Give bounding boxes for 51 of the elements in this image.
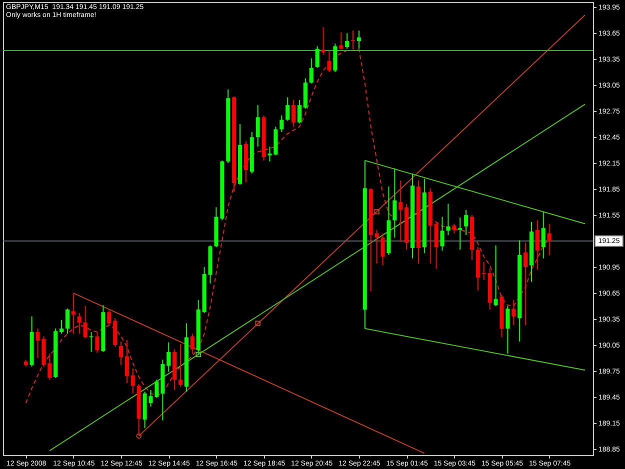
candlestick: [107, 310, 112, 326]
candlestick: [506, 306, 510, 354]
candlestick: [351, 30, 356, 50]
candlestick: [482, 261, 486, 281]
candlestick: [77, 312, 82, 334]
candlestick: [458, 217, 462, 250]
candlestick: [309, 58, 314, 84]
point: [196, 352, 201, 358]
candlestick: [190, 333, 194, 354]
candlestick: [321, 26, 326, 56]
candlestick: [524, 242, 528, 326]
candlestick: [268, 146, 272, 162]
candlestick: [71, 292, 76, 334]
candlestick: [380, 232, 385, 266]
candlestick: [374, 229, 379, 264]
candlestick: [119, 341, 124, 366]
point: [374, 208, 380, 214]
candlestick: [547, 223, 552, 256]
candlestick: [535, 220, 540, 270]
candlestick: [392, 168, 397, 238]
point: [255, 320, 260, 326]
candlestick: [48, 353, 52, 380]
candlestick: [440, 216, 444, 252]
candlestick: [345, 32, 350, 50]
line-series: [25, 49, 550, 404]
candlestick: [494, 244, 498, 307]
candlestick: [60, 319, 64, 334]
candlestick: [464, 209, 468, 236]
candlestick: [124, 339, 129, 384]
candlestick: [339, 32, 344, 50]
candlestick: [83, 306, 88, 339]
candlestick: [434, 222, 438, 270]
candlestick: [315, 46, 320, 68]
candlestick: [166, 342, 171, 372]
candlestick: [178, 344, 183, 388]
candlestick: [452, 223, 456, 234]
candlestick: [256, 104, 260, 148]
candlestick: [36, 328, 40, 358]
candlestick: [541, 211, 546, 259]
candlestick: [446, 203, 450, 236]
candlestick: [327, 50, 332, 73]
candlestick: [65, 308, 70, 334]
candlestick: [297, 99, 302, 124]
candlestick: [512, 299, 516, 326]
candlestick: [356, 30, 361, 50]
candlestick: [292, 99, 296, 128]
candlestick: [130, 368, 135, 394]
candlestick: [280, 114, 284, 132]
candlestick: [286, 96, 290, 122]
candlestick: [95, 332, 100, 354]
candlestick: [398, 180, 403, 242]
